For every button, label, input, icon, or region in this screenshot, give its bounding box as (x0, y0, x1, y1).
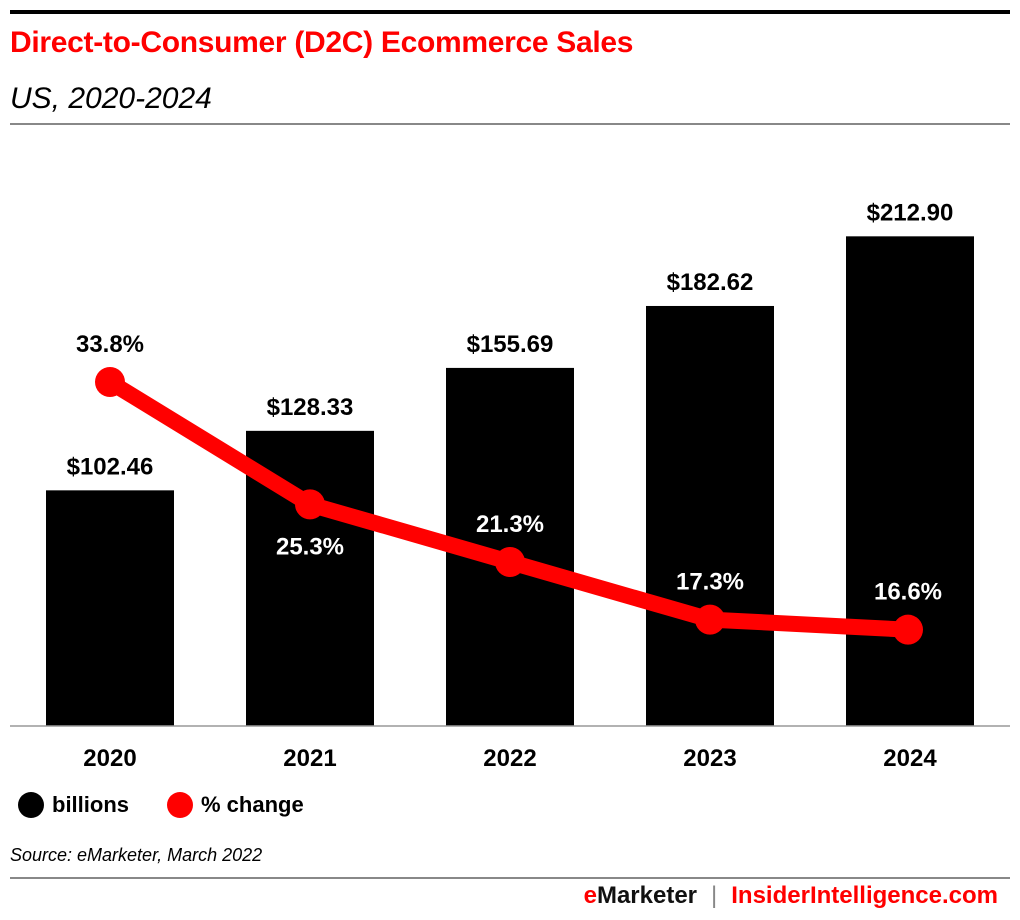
brand-marketer: Marketer (596, 882, 698, 909)
footer-divider (10, 877, 1010, 879)
bar-2023 (646, 305, 774, 726)
x-tick-label-2021: 2021 (283, 745, 336, 772)
chart-plot: $102.46 2020 $128.33 2021 $155.69 2022 $182.62… (10, 199, 1010, 772)
x-tick-label-2020: 2020 (83, 745, 136, 772)
x-tick-label-2023: 2023 (683, 745, 736, 772)
bar-value-label-2023: $182.62 (667, 269, 754, 296)
line-point-2024 (893, 614, 923, 645)
line-value-label-2020: 33.8% (76, 331, 144, 358)
top-bar (10, 10, 1010, 14)
legend: billions % change (18, 792, 304, 818)
line-point-2022 (495, 547, 525, 577)
legend-line-label: % change (201, 792, 304, 817)
line-value-label-2022: 21.3% (476, 511, 544, 538)
source-note: Source: eMarketer, March 2022 (10, 845, 263, 865)
chart-subtitle: US, 2020-2024 (10, 82, 212, 115)
footer-site: InsiderIntelligence.com (731, 882, 998, 909)
brand-e: e (583, 882, 597, 909)
footer-separator: | (711, 882, 718, 909)
line-point-2021 (295, 489, 325, 520)
bar-value-label-2022: $155.69 (467, 331, 554, 358)
legend-bar-swatch (18, 792, 44, 818)
bar-value-label-2021: $128.33 (267, 394, 354, 421)
x-tick-label-2024: 2024 (883, 745, 937, 772)
line-point-2020 (95, 367, 125, 397)
x-tick-label-2022: 2022 (483, 745, 536, 772)
bar-2020 (46, 490, 174, 726)
line-value-label-2024: 16.6% (874, 579, 942, 606)
legend-bar-label: billions (52, 792, 129, 817)
bar-value-label-2024: $212.90 (867, 199, 954, 226)
legend-line-swatch (167, 792, 193, 818)
bar-2024 (846, 236, 974, 726)
line-value-label-2023: 17.3% (676, 569, 744, 596)
line-value-label-2021: 25.3% (276, 533, 344, 560)
line-point-2023 (695, 604, 725, 635)
footer: eMarketer | InsiderIntelligence.com (584, 882, 998, 910)
header-divider (10, 123, 1010, 125)
bar-value-label-2020: $102.46 (67, 453, 154, 480)
chart-title: Direct-to-Consumer (D2C) Ecommerce Sales (10, 26, 634, 59)
